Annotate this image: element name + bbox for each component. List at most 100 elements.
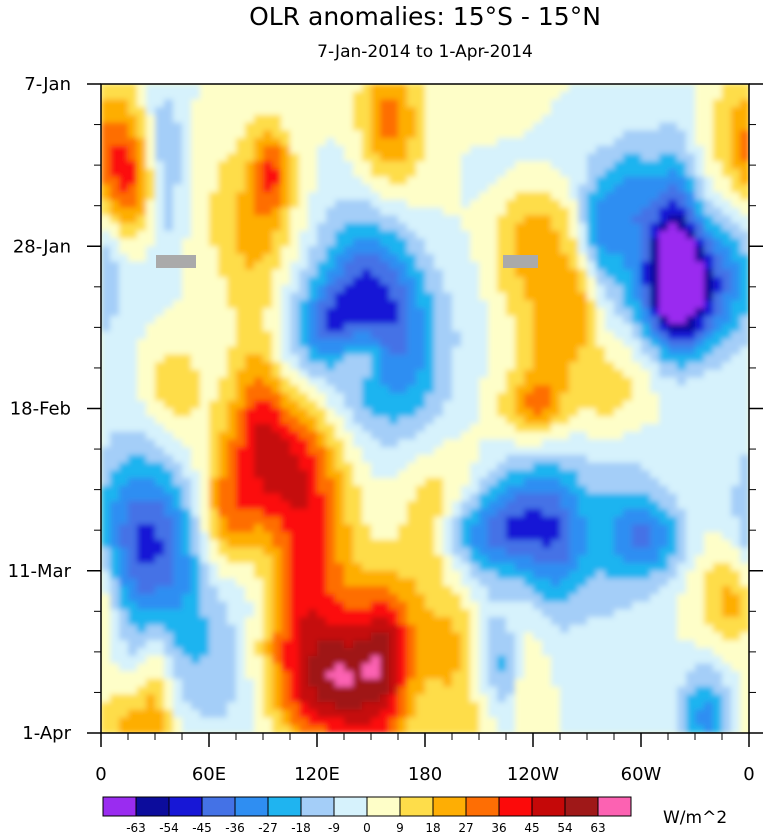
field-cell <box>236 192 246 201</box>
field-cell <box>119 354 129 363</box>
field-cell <box>218 346 228 356</box>
field-cell <box>173 284 183 294</box>
field-cell <box>326 501 336 510</box>
field-cell <box>110 601 120 610</box>
field-cell <box>461 323 471 332</box>
field-cell <box>272 493 282 502</box>
field-cell <box>398 563 408 572</box>
field-cell <box>470 91 480 101</box>
field-cell <box>281 524 291 533</box>
field-cell <box>272 508 282 518</box>
field-cell <box>146 161 156 170</box>
field-cell <box>146 253 156 263</box>
field-cell <box>551 423 561 433</box>
field-cell <box>623 431 633 441</box>
field-cell <box>479 508 489 518</box>
field-cell <box>560 315 570 325</box>
field-cell <box>425 246 435 255</box>
field-cell <box>371 161 381 170</box>
field-cell <box>416 470 426 479</box>
field-cell <box>569 447 579 456</box>
field-cell <box>533 570 543 580</box>
field-cell <box>596 354 606 363</box>
field-cell <box>137 223 147 232</box>
field-cell <box>380 493 390 502</box>
field-cell <box>686 478 696 487</box>
field-cell <box>596 338 606 348</box>
field-cell <box>632 114 642 124</box>
field-cell <box>326 377 336 386</box>
field-cell <box>650 184 660 193</box>
field-cell <box>632 346 642 356</box>
field-cell <box>632 122 642 131</box>
field-cell <box>524 393 534 402</box>
field-cell <box>686 246 696 255</box>
field-cell <box>479 331 489 340</box>
field-cell <box>344 176 354 186</box>
field-cell <box>209 161 219 170</box>
field-cell <box>425 300 435 309</box>
field-cell <box>488 508 498 518</box>
field-cell <box>551 516 561 525</box>
field-cell <box>722 207 732 216</box>
field-cell <box>704 300 714 309</box>
field-cell <box>677 138 687 147</box>
field-cell <box>578 199 588 209</box>
field-cell <box>623 508 633 518</box>
field-cell <box>128 246 138 255</box>
field-cell <box>434 478 444 487</box>
field-cell <box>434 501 444 510</box>
field-cell <box>272 369 282 379</box>
field-cell <box>227 470 237 479</box>
field-cell <box>722 176 732 186</box>
field-cell <box>641 300 651 309</box>
field-cell <box>254 315 264 325</box>
field-cell <box>209 246 219 255</box>
field-cell <box>506 277 516 286</box>
field-cell <box>362 184 372 193</box>
field-cell <box>713 138 723 147</box>
field-cell <box>596 377 606 386</box>
field-cell <box>137 578 147 587</box>
field-cell <box>722 107 732 116</box>
field-cell <box>434 470 444 479</box>
field-cell <box>398 122 408 131</box>
field-cell <box>470 462 480 471</box>
field-cell <box>713 99 723 108</box>
field-cell <box>326 207 336 216</box>
field-cell <box>587 122 597 131</box>
field-cell <box>110 300 120 309</box>
field-cell <box>677 114 687 124</box>
field-cell <box>506 308 516 317</box>
field-cell <box>560 184 570 193</box>
field-cell <box>317 261 327 271</box>
field-cell <box>335 315 345 325</box>
field-cell <box>623 91 633 101</box>
field-cell <box>731 385 741 394</box>
field-cell <box>479 423 489 433</box>
field-cell <box>281 354 291 363</box>
field-cell <box>398 601 408 610</box>
field-cell <box>155 130 165 139</box>
field-cell <box>407 586 417 595</box>
field-cell <box>704 400 714 410</box>
field-cell <box>299 168 309 178</box>
field-cell <box>650 393 660 402</box>
field-cell <box>128 107 138 116</box>
field-cell <box>137 122 147 131</box>
field-cell <box>182 107 192 116</box>
field-cell <box>272 416 282 425</box>
field-cell <box>551 138 561 147</box>
field-cell <box>722 199 732 209</box>
field-cell <box>425 393 435 402</box>
field-cell <box>434 462 444 471</box>
field-cell <box>623 284 633 294</box>
field-cell <box>326 84 336 93</box>
field-cell <box>362 508 372 518</box>
field-cell <box>281 408 291 417</box>
field-cell <box>461 601 471 610</box>
field-cell <box>524 485 534 495</box>
field-cell <box>731 323 741 332</box>
field-cell <box>623 485 633 495</box>
field-cell <box>200 508 210 518</box>
